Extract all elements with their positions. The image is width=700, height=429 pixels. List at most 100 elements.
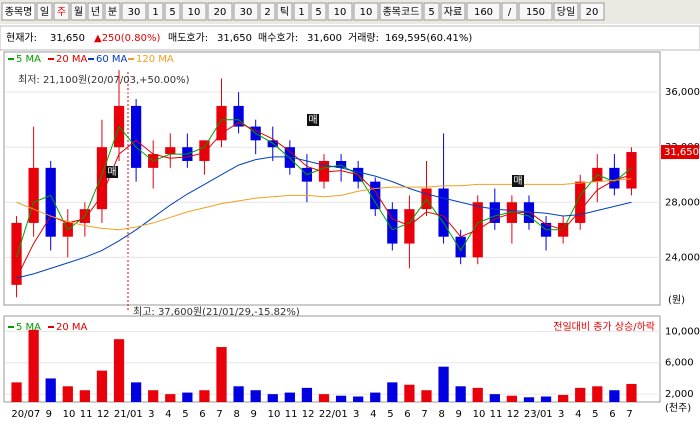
x-tick-label: 9 <box>251 409 257 420</box>
ma-line <box>16 121 632 279</box>
toolbar-button[interactable] <box>1 2 36 21</box>
candle-body <box>267 140 278 148</box>
toolbar-button[interactable] <box>553 2 579 21</box>
toolbar-button[interactable] <box>276 2 293 21</box>
quote-value: 31,600 <box>307 33 342 44</box>
volume-bar <box>438 366 449 402</box>
price-panel <box>3 51 661 306</box>
toolbar-label: 월 <box>74 6 83 18</box>
toolbar-label: 5 <box>169 7 175 18</box>
toolbar-button[interactable] <box>353 2 379 21</box>
volume-bar <box>370 392 381 402</box>
volume-bar <box>199 390 210 402</box>
toolbar-label: 160 <box>474 7 493 18</box>
toolbar-button[interactable] <box>207 2 233 21</box>
toolbar-button[interactable] <box>147 2 164 21</box>
x-tick-label: 7 <box>626 409 632 420</box>
candle-body <box>216 105 227 141</box>
toolbar-button[interactable] <box>379 2 423 21</box>
candle-body <box>506 202 518 223</box>
x-tick-label: 4 <box>575 409 581 420</box>
volume-bar <box>335 395 347 402</box>
x-tick-label: 7 <box>216 409 222 420</box>
toolbar-button[interactable] <box>233 2 259 21</box>
volume-bar <box>62 386 73 402</box>
toolbar-button[interactable] <box>440 2 466 21</box>
signal-flag <box>106 166 118 178</box>
x-tick-label: 6 <box>404 409 410 420</box>
x-tick-label: 7 <box>421 409 427 420</box>
toolbar-button[interactable] <box>36 2 53 21</box>
toolbar-button[interactable] <box>104 2 121 21</box>
volume-bar <box>284 392 295 402</box>
x-tick-label: 12 <box>302 409 315 420</box>
toolbar-button[interactable] <box>518 2 553 21</box>
candle-body <box>455 236 466 258</box>
toolbar-button[interactable] <box>579 2 605 21</box>
toolbar-button[interactable] <box>466 2 501 21</box>
x-tick-label: 5 <box>387 409 393 420</box>
candle-body <box>165 147 176 155</box>
x-tick-label: 8 <box>233 409 239 420</box>
volume-bar <box>558 394 569 402</box>
volume-bar <box>540 396 552 402</box>
toolbar-button[interactable] <box>181 2 207 21</box>
toolbar-button[interactable] <box>327 2 353 21</box>
x-tick-label: 5 <box>182 409 188 420</box>
candle-body <box>626 152 637 189</box>
y-unit: (원) <box>668 294 685 306</box>
low-annotation: 최저: 21,100원(20/07/03,+50.00%) <box>18 74 190 86</box>
volume-bar <box>250 390 261 402</box>
legend-label: 120 MA <box>136 54 174 65</box>
volume-bar <box>318 394 330 402</box>
quote-value: 31,650 <box>217 33 252 44</box>
volume-bar <box>130 382 142 402</box>
x-tick-label: 8 <box>438 409 444 420</box>
toolbar-button[interactable] <box>87 2 104 21</box>
y-tick-label: 28,000 <box>665 197 700 208</box>
toolbar-label: 1 <box>152 7 158 18</box>
current-price-tag <box>661 145 699 160</box>
candle-body <box>370 181 381 210</box>
toolbar-button[interactable] <box>310 2 327 21</box>
toolbar-button[interactable] <box>501 2 518 21</box>
candle-body <box>130 105 142 168</box>
volume-bar <box>575 387 586 402</box>
toolbar-button[interactable] <box>259 2 276 21</box>
x-tick-label: 3 <box>558 409 564 420</box>
y-tick-label: 6,000 <box>665 358 694 369</box>
x-tick-label: 23/01 <box>524 409 553 420</box>
volume-bar <box>11 382 22 402</box>
toolbar-button[interactable] <box>293 2 310 21</box>
legend-label: 60 MA <box>96 54 128 65</box>
toolbar-label: 10 <box>360 7 373 18</box>
toolbar-label: 당일 <box>557 6 575 18</box>
toolbar-label: 1 <box>298 7 304 18</box>
x-tick-label: 21/01 <box>114 409 143 420</box>
volume-bar <box>301 387 313 402</box>
quote-label: 거래량: <box>348 32 379 44</box>
toolbar-button[interactable] <box>121 2 147 21</box>
x-tick-label: 10 <box>268 409 281 420</box>
toolbar-label: 30 <box>128 7 141 18</box>
toolbar-button[interactable] <box>70 2 87 21</box>
toolbar-button[interactable] <box>164 2 181 21</box>
volume-bar <box>353 396 364 402</box>
signal-flag <box>307 114 319 126</box>
toolbar-label: 종목명 <box>5 6 33 18</box>
toolbar-button[interactable] <box>423 2 440 21</box>
x-tick-label: 12 <box>97 409 110 420</box>
candle-body <box>609 167 620 189</box>
volume-bar <box>233 386 244 402</box>
x-tick-label: 9 <box>456 409 462 420</box>
toolbar-label: 10 <box>334 7 347 18</box>
volume-bar <box>523 397 535 402</box>
x-tick-label: 6 <box>199 409 205 420</box>
legend-label: 5 MA <box>16 322 41 333</box>
toolbar-button[interactable] <box>53 2 70 21</box>
x-tick-label: 12 <box>507 409 520 420</box>
toolbar-label: 20 <box>214 7 227 18</box>
candle-body <box>404 209 415 244</box>
quote-change: ▲250(0.80%) <box>94 33 160 44</box>
